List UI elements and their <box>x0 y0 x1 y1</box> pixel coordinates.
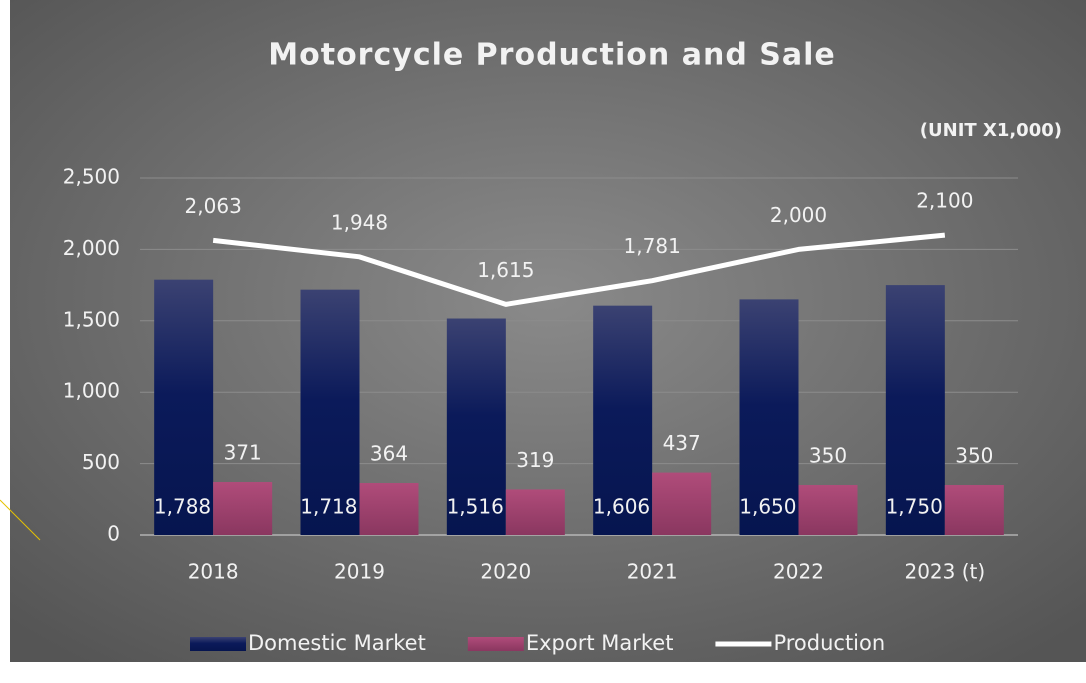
legend-label: Domestic Market <box>248 631 426 655</box>
data-label: 350 <box>955 444 993 468</box>
bar <box>593 305 653 535</box>
data-label: 1,650 <box>739 495 796 519</box>
chart-title: Motorcycle Production and Sale <box>268 38 835 73</box>
data-label: 2,100 <box>916 189 973 213</box>
data-label: 1,606 <box>593 495 650 519</box>
data-label: 2,063 <box>185 194 242 218</box>
legend-swatch <box>190 637 246 651</box>
bar <box>154 279 214 535</box>
bar <box>213 482 273 535</box>
bar <box>885 285 945 535</box>
data-label: 364 <box>370 442 408 466</box>
legend-label: Export Market <box>526 631 674 655</box>
data-label: 371 <box>224 441 262 465</box>
unit-note: (UNIT X1,000) <box>920 120 1062 141</box>
bar <box>505 489 565 535</box>
data-label: 1,781 <box>624 234 681 258</box>
bar <box>944 485 1004 535</box>
x-tick-label: 2023 (t) <box>904 560 985 584</box>
y-tick-label: 2,500 <box>63 165 120 189</box>
bar <box>798 485 858 535</box>
data-label: 437 <box>663 431 701 455</box>
x-tick-label: 2020 <box>480 560 531 584</box>
bar <box>359 483 419 535</box>
x-tick-label: 2019 <box>334 560 385 584</box>
line <box>212 232 946 307</box>
legend-label: Production <box>773 631 885 655</box>
data-label: 319 <box>516 448 554 472</box>
data-label: 1,718 <box>300 495 357 519</box>
data-label: 1,948 <box>331 210 388 234</box>
y-tick-label: 500 <box>82 450 120 474</box>
y-tick-label: 1,500 <box>63 307 120 331</box>
x-tick-label: 2021 <box>627 560 678 584</box>
bar <box>300 289 360 535</box>
decoration <box>0 499 41 541</box>
data-label: 1,788 <box>154 495 211 519</box>
legend-swatch <box>467 637 524 651</box>
y-tick-label: 1,000 <box>63 379 120 403</box>
bar <box>652 472 712 535</box>
data-label: 1,516 <box>447 495 504 519</box>
data-label: 1,615 <box>477 258 534 282</box>
data-label: 350 <box>809 444 847 468</box>
bar <box>446 318 506 535</box>
x-tick-label: 2018 <box>188 560 239 584</box>
data-label: 1,750 <box>886 495 943 519</box>
y-tick-label: 0 <box>107 522 120 546</box>
bar <box>739 299 799 535</box>
y-tick-label: 2,000 <box>63 236 120 260</box>
data-label: 2,000 <box>770 203 827 227</box>
x-tick-label: 2022 <box>773 560 824 584</box>
